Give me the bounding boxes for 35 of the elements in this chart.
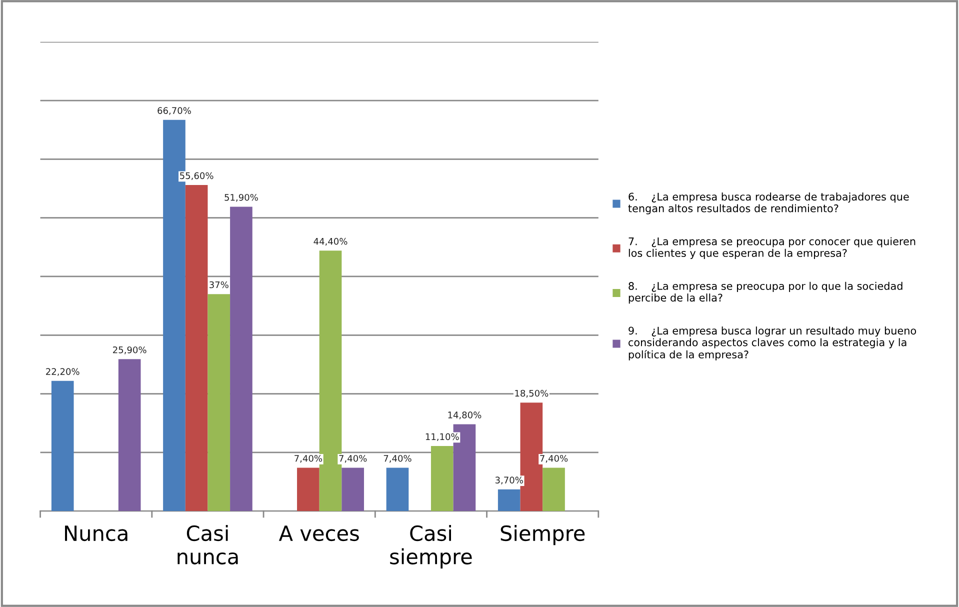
data-label: 44,40% [314,238,348,246]
data-label: 7,40% [339,454,367,463]
bar [342,468,364,512]
x-tick-label: A veces [278,526,359,542]
bar [430,446,454,512]
legend-label: 6. ¿La empresa busca rodearse de trabajadores que tengan altos resultados de rendimiento? [628,192,909,214]
bar [230,206,252,512]
data-label: 14,80% [448,412,482,420]
legend-label: 9. ¿La empresa busca lograr un resultado muy bueno considerando aspectos claves como la estrategia y la política de la empresa? [628,326,916,360]
legend-label: 7. ¿La empresa se preocupa por conocer que quieren los clientes y que esperan de la empresa? [628,237,916,259]
bar [297,468,320,512]
data-label: 11,10% [426,433,459,441]
bar [51,380,74,512]
data-label: 55,60% [180,172,214,180]
bar [386,468,409,512]
data-label: 3,70% [495,476,523,484]
x-tick-label: Nunca [65,526,128,542]
data-label: 7,40% [540,454,568,463]
bar [185,184,208,512]
data-label: 25,90% [113,346,146,354]
bar [208,294,230,512]
data-label: 51,90% [224,194,258,202]
data-label: 7,40% [384,454,412,463]
x-tick-label: Siempre [500,524,585,546]
x-tick-label: Casi nunca [178,524,238,564]
x-tick-label: Casi siempre [390,524,472,568]
bar [542,468,565,512]
data-label: 7,40% [294,454,322,463]
legend-label: 8. ¿La empresa se preocupa por lo que la sociedad percibe de la ella? [628,282,902,304]
bar [498,489,520,512]
data-label: 37% [210,281,228,288]
data-label: 66,70% [158,107,191,115]
data-label: 18,50% [515,390,548,398]
bar [118,359,141,512]
data-label: 22,20% [46,368,80,376]
